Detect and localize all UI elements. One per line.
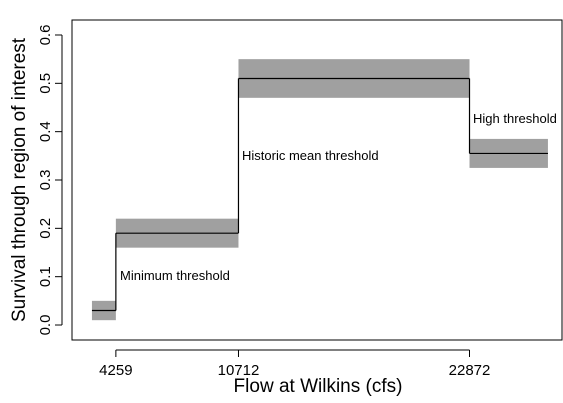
y-tick-label: 0.5	[37, 73, 54, 94]
annotation: Minimum threshold	[120, 268, 230, 283]
y-tick-label: 0.6	[37, 25, 54, 46]
plot-frame	[71, 19, 563, 341]
x-tick-label: 10712	[218, 362, 260, 379]
y-tick-label: 0.0	[37, 315, 54, 336]
y-tick-label: 0.4	[37, 121, 54, 142]
y-tick-label: 0.3	[37, 170, 54, 191]
x-axis-label: Flow at Wilkins (cfs)	[234, 376, 403, 397]
x-tick-label: 22872	[449, 362, 491, 379]
x-tick-label: 4259	[99, 362, 132, 379]
y-tick-label: 0.1	[37, 266, 54, 287]
y-axis-label: Survival through region of interest	[9, 37, 30, 322]
y-tick-label: 0.2	[37, 218, 54, 239]
annotation: High threshold	[473, 111, 557, 126]
annotation: Historic mean threshold	[242, 148, 379, 163]
